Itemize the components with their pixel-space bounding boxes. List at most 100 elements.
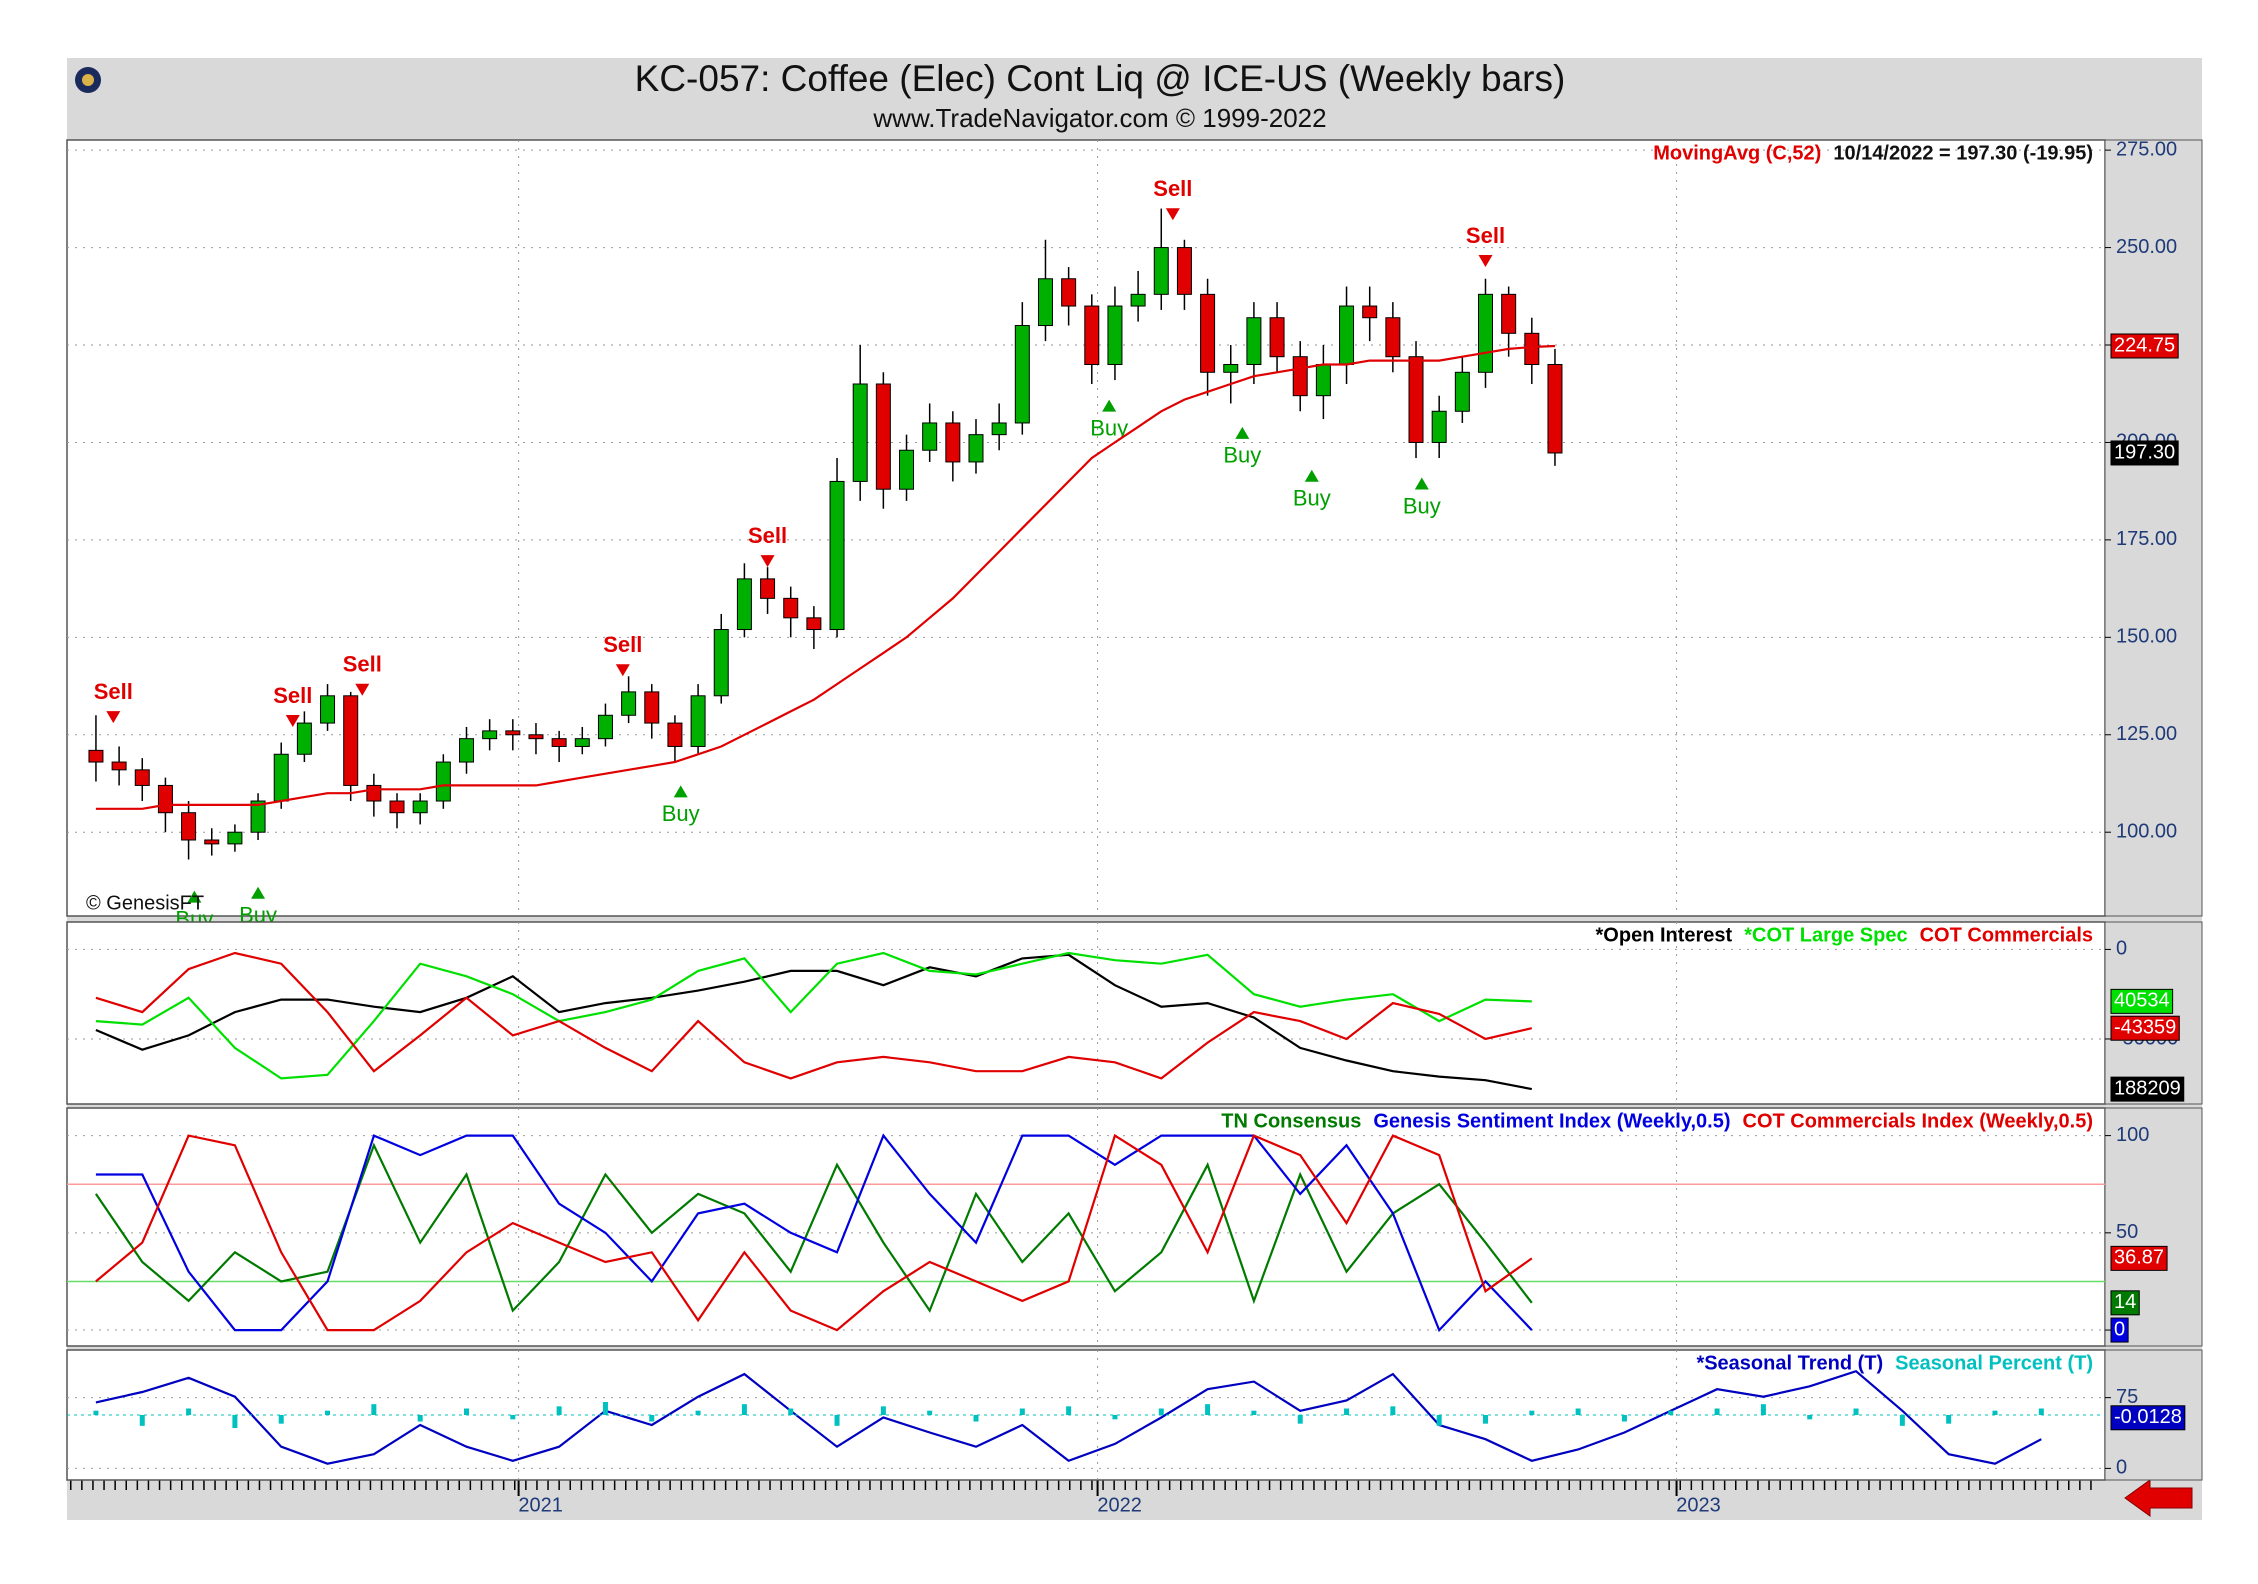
axis-panel bbox=[2104, 139, 2203, 917]
bar bbox=[1946, 1415, 1952, 1424]
bar bbox=[834, 1415, 840, 1426]
candle-body bbox=[528, 734, 544, 740]
x-tick-label: 2023 bbox=[1676, 1494, 1721, 1516]
series-line bbox=[94, 1142, 1533, 1313]
candle-body bbox=[204, 839, 220, 845]
value-tag: 224.75 bbox=[2114, 334, 2175, 356]
value-tag-box bbox=[2110, 1015, 2180, 1041]
bar bbox=[741, 1404, 747, 1415]
bar bbox=[1760, 1404, 1766, 1415]
bar bbox=[510, 1415, 516, 1420]
candle-body bbox=[273, 753, 289, 802]
candle-body bbox=[551, 738, 567, 747]
signal-label: Sell bbox=[1466, 223, 1505, 248]
series-line bbox=[95, 953, 1533, 1091]
y-tick-label: 125.00 bbox=[2116, 723, 2177, 745]
candle-body bbox=[899, 449, 915, 490]
value-tag-box bbox=[2110, 988, 2174, 1014]
bar bbox=[1112, 1415, 1118, 1420]
signal-arrow bbox=[615, 664, 630, 677]
bar bbox=[1714, 1408, 1720, 1415]
candle-body bbox=[852, 383, 868, 482]
copyright: © GenesisFT bbox=[86, 892, 204, 914]
signal-label: Sell bbox=[748, 523, 787, 548]
bar bbox=[1899, 1415, 1905, 1426]
candle-body bbox=[1385, 317, 1401, 358]
candle-body bbox=[343, 695, 359, 786]
candle-body bbox=[1292, 356, 1308, 397]
legend-entry: COT Commercials bbox=[1920, 924, 2093, 946]
candle-body bbox=[1037, 278, 1053, 327]
signal-label: Sell bbox=[94, 679, 133, 704]
bar bbox=[788, 1408, 794, 1415]
signal-arrow bbox=[1165, 208, 1180, 221]
signal-arrow bbox=[1102, 399, 1117, 412]
series-line bbox=[95, 1369, 2042, 1465]
legend-entry: *Seasonal Trend (T) bbox=[1696, 1352, 1883, 1374]
candle-body bbox=[458, 738, 474, 763]
signal-arrow bbox=[251, 886, 266, 899]
chart-subtitle: www.TradeNavigator.com © 1999-2022 bbox=[872, 103, 1326, 133]
bar bbox=[1992, 1410, 1998, 1415]
value-tag: 40534 bbox=[2114, 990, 2170, 1012]
candle-body bbox=[1362, 305, 1378, 319]
legend-entry: *COT Large Spec bbox=[1744, 924, 1907, 946]
legend-entry: MovingAvg (C,52) bbox=[1653, 142, 1821, 164]
series-line bbox=[95, 1133, 1533, 1332]
candle-body bbox=[1223, 363, 1239, 373]
legend-entry: *Open Interest bbox=[1596, 924, 1733, 946]
y-tick-label: 100 bbox=[2116, 1124, 2149, 1146]
bar bbox=[278, 1415, 284, 1424]
logo-center bbox=[82, 74, 94, 86]
bar bbox=[1575, 1408, 1581, 1415]
signal-arrow bbox=[1414, 477, 1429, 490]
candle-body bbox=[597, 714, 613, 740]
scroll-arrow[interactable] bbox=[2124, 1479, 2193, 1517]
signal-arrow bbox=[1235, 426, 1250, 439]
candle-body bbox=[1200, 293, 1216, 373]
y-tick-label: 0 bbox=[2116, 1457, 2127, 1479]
bar bbox=[232, 1415, 238, 1428]
candle-body bbox=[922, 422, 938, 451]
candle-body bbox=[806, 617, 822, 631]
signal-arrow bbox=[187, 890, 202, 903]
legend-entry: Seasonal Percent (T) bbox=[1895, 1352, 2093, 1374]
legend-entry: 10/14/2022 = 197.30 (-19.95) bbox=[1833, 142, 2093, 164]
series-line bbox=[95, 1133, 1533, 1333]
signal-label: Buy bbox=[1403, 493, 1441, 518]
bar bbox=[1621, 1415, 1627, 1422]
candle-body bbox=[88, 749, 104, 763]
bar bbox=[927, 1410, 933, 1415]
value-tag-box bbox=[2110, 333, 2179, 359]
candle-body bbox=[875, 383, 891, 490]
bar bbox=[1482, 1415, 1488, 1424]
candle-body bbox=[945, 422, 961, 463]
y-tick-label: 175.00 bbox=[2116, 528, 2177, 550]
candle-body bbox=[574, 738, 590, 747]
signal-label: Buy bbox=[1223, 443, 1261, 468]
candle-body bbox=[435, 761, 451, 802]
bar bbox=[417, 1415, 423, 1422]
candle-body bbox=[296, 722, 312, 755]
candle-body bbox=[366, 784, 382, 802]
signal-label: Sell bbox=[603, 632, 642, 657]
candle-body bbox=[320, 695, 336, 724]
signal-label: Sell bbox=[273, 683, 312, 708]
candle-body bbox=[1107, 305, 1123, 365]
candle-body bbox=[991, 422, 1007, 436]
signal-label: Buy bbox=[1293, 486, 1331, 511]
bar bbox=[325, 1410, 331, 1415]
candle-body bbox=[1315, 363, 1331, 397]
candle-body bbox=[1014, 325, 1030, 424]
bar bbox=[1436, 1415, 1442, 1426]
value-tag-box bbox=[2110, 1405, 2186, 1431]
bar bbox=[1297, 1415, 1303, 1424]
candle-body bbox=[1501, 293, 1517, 334]
x-tick-label: 2021 bbox=[518, 1494, 563, 1516]
candle-body bbox=[968, 434, 984, 463]
y-tick-label: 0 bbox=[2116, 938, 2127, 960]
candle-body bbox=[134, 769, 150, 786]
candle-body bbox=[621, 691, 637, 716]
signal-label: Buy bbox=[662, 801, 700, 826]
bar bbox=[463, 1408, 469, 1415]
